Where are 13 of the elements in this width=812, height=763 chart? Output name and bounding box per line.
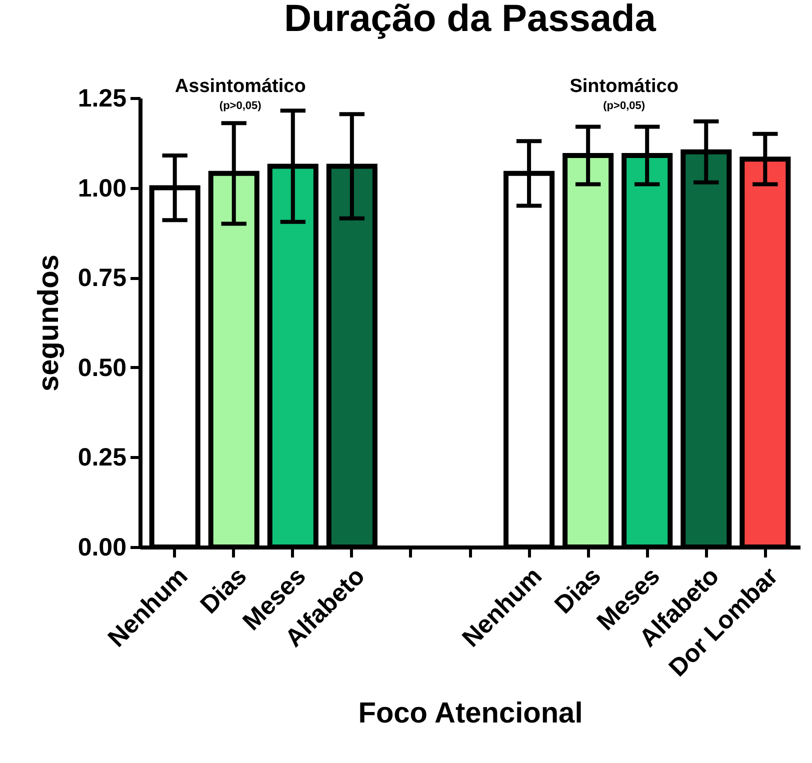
y-tick-label: 0.25 (78, 444, 127, 472)
y-tick-label: 1.25 (78, 84, 127, 112)
chart-title: Duração da Passada (284, 0, 657, 40)
annotation: (p>0,05) (603, 100, 646, 112)
y-tick-label: 0.00 (78, 534, 126, 562)
annotation: (p>0,05) (219, 100, 262, 112)
y-tick-label: 0.75 (78, 264, 127, 292)
text: Sintomático (570, 76, 678, 97)
x-axis-title: Foco Atencional (358, 697, 583, 730)
y-axis-title: segundos (32, 254, 65, 392)
y-tick-label: 0.50 (78, 354, 126, 382)
y-tick-label: 1.00 (78, 174, 126, 202)
text: Assintomático (174, 76, 306, 97)
